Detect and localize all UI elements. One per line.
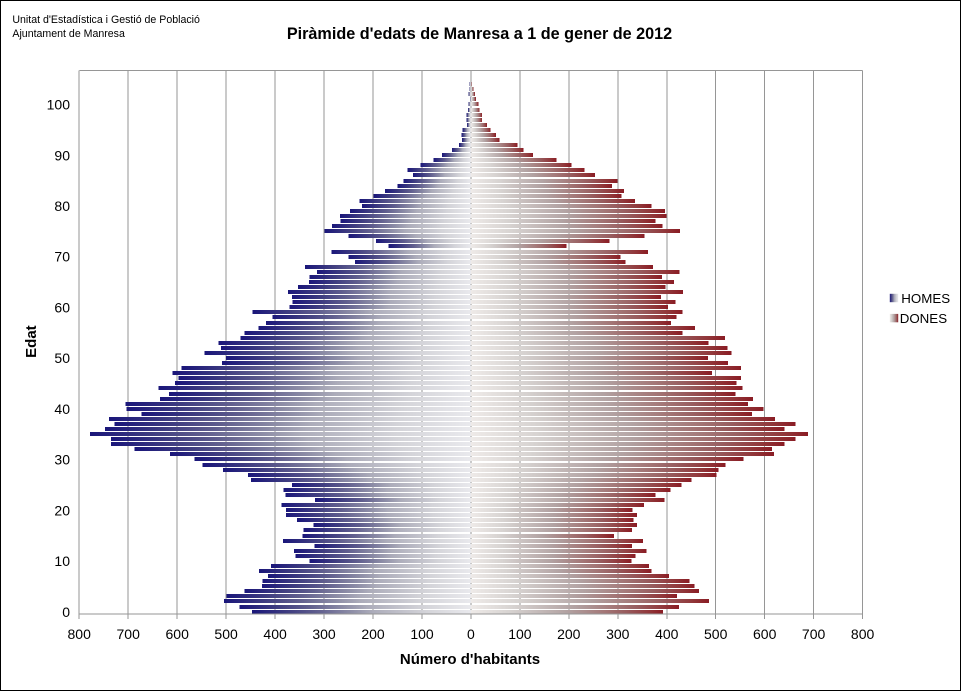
svg-text:300: 300 bbox=[312, 626, 336, 642]
svg-text:800: 800 bbox=[68, 626, 92, 642]
svg-text:600: 600 bbox=[753, 626, 777, 642]
svg-text:Ajuntament de Manresa: Ajuntament de Manresa bbox=[12, 28, 125, 40]
svg-text:800: 800 bbox=[851, 626, 875, 642]
svg-text:80: 80 bbox=[54, 198, 70, 214]
svg-text:20: 20 bbox=[54, 502, 70, 518]
svg-text:100: 100 bbox=[508, 626, 532, 642]
svg-text:0: 0 bbox=[467, 626, 475, 642]
svg-text:10: 10 bbox=[54, 553, 70, 569]
svg-text:40: 40 bbox=[54, 401, 70, 417]
svg-text:30: 30 bbox=[54, 452, 70, 468]
svg-text:Número d'habitants: Número d'habitants bbox=[400, 651, 540, 668]
svg-text:400: 400 bbox=[263, 626, 287, 642]
svg-text:700: 700 bbox=[802, 626, 826, 642]
svg-text:DONES: DONES bbox=[900, 311, 948, 326]
svg-text:60: 60 bbox=[54, 300, 70, 316]
svg-text:0: 0 bbox=[62, 604, 70, 620]
svg-text:Edat: Edat bbox=[23, 325, 40, 358]
svg-text:90: 90 bbox=[54, 147, 70, 163]
svg-text:500: 500 bbox=[214, 626, 238, 642]
svg-text:HOMES: HOMES bbox=[901, 291, 950, 306]
svg-text:500: 500 bbox=[704, 626, 728, 642]
svg-text:200: 200 bbox=[361, 626, 385, 642]
svg-text:Piràmide d'edats de Manresa a: Piràmide d'edats de Manresa a 1 de gener… bbox=[287, 25, 672, 43]
svg-text:100: 100 bbox=[47, 97, 71, 113]
svg-text:300: 300 bbox=[606, 626, 630, 642]
svg-text:400: 400 bbox=[655, 626, 679, 642]
svg-text:Unitat d'Estadística i Gestió: Unitat d'Estadística i Gestió de Poblaci… bbox=[12, 14, 200, 26]
svg-text:700: 700 bbox=[117, 626, 141, 642]
svg-text:50: 50 bbox=[54, 350, 70, 366]
svg-text:70: 70 bbox=[54, 249, 70, 265]
svg-text:600: 600 bbox=[166, 626, 190, 642]
svg-text:100: 100 bbox=[410, 626, 434, 642]
svg-text:200: 200 bbox=[557, 626, 581, 642]
